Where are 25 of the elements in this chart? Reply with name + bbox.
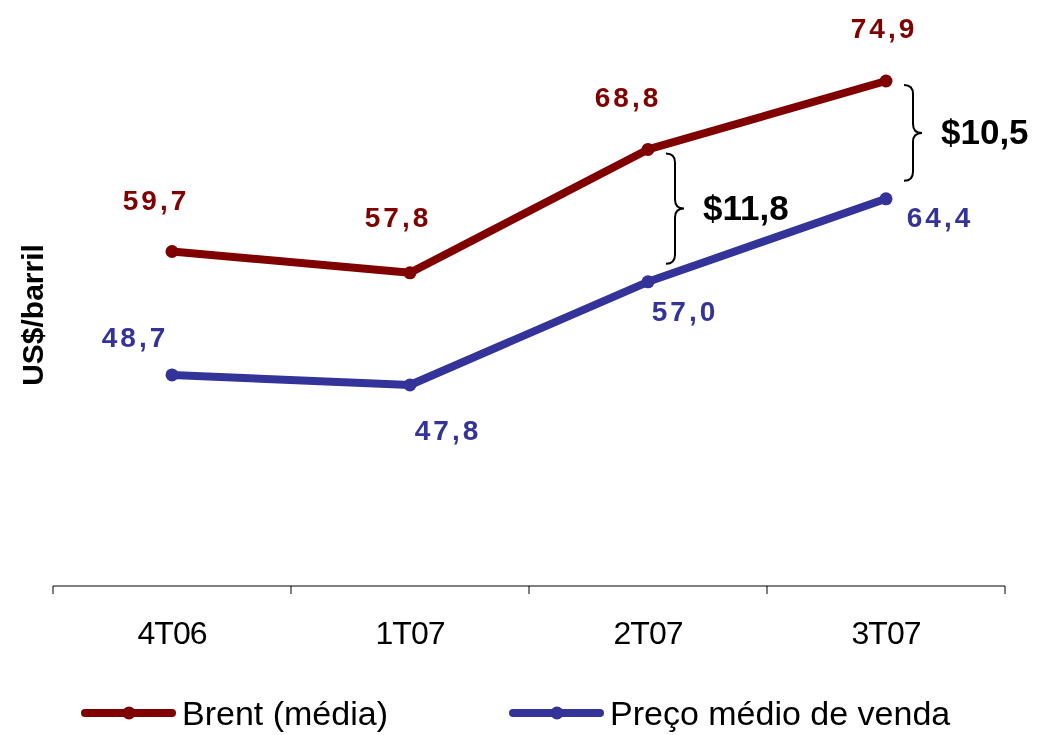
data-label: 48,7: [101, 321, 169, 353]
point: [403, 266, 417, 280]
annotation: $10,5: [941, 111, 1029, 151]
data-label: 68,8: [594, 82, 662, 114]
point: [879, 192, 893, 206]
point: [641, 275, 655, 289]
data-label: 57,0: [651, 295, 719, 327]
data-label: 57,8: [364, 201, 432, 233]
data-label: 59,7: [122, 184, 190, 216]
point: [641, 142, 655, 156]
data-label: 47,8: [414, 415, 482, 446]
annotation: $11,8: [703, 187, 789, 227]
point: [403, 378, 417, 392]
point: [879, 74, 893, 88]
x-tick-label: 2T07: [613, 615, 683, 651]
x-tick-label: 1T07: [375, 615, 445, 651]
data-label: 64,4: [906, 201, 974, 233]
x-tick-label: 3T07: [851, 615, 921, 651]
legend-label: Brent (média): [182, 694, 388, 732]
data-label: 74,9: [850, 13, 918, 44]
y-axis-title: US$/barril: [16, 244, 49, 386]
legend-label: Preço médio de venda: [610, 694, 951, 732]
x-tick-label: 4T06: [137, 615, 207, 651]
point: [165, 245, 179, 259]
point: [165, 368, 179, 382]
